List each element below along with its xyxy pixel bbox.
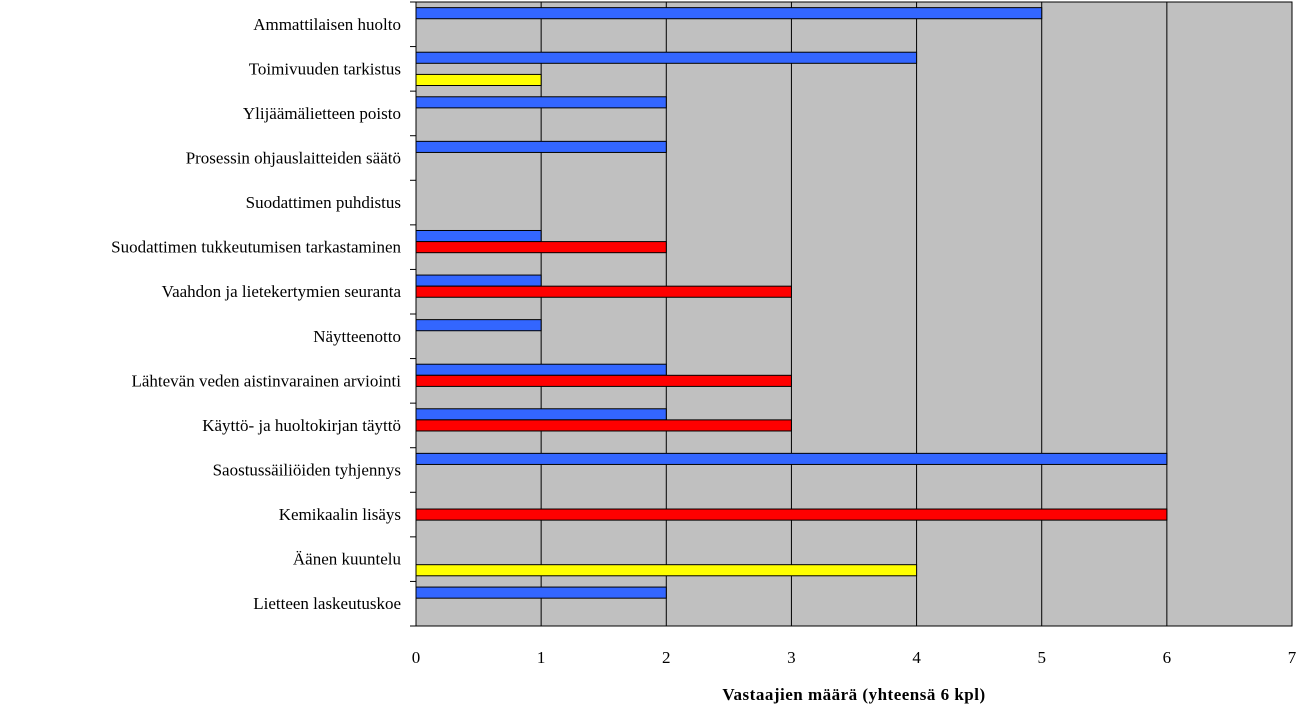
bar: [415, 319, 542, 332]
plot-area: [415, 1, 1293, 627]
x-tick-label: 5: [1037, 648, 1046, 667]
bar: [415, 586, 667, 599]
category-label: Kemikaalin lisäys: [279, 505, 401, 524]
x-tick-label: 3: [787, 648, 796, 667]
category-label: Käyttö- ja huoltokirjan täyttö: [202, 416, 401, 435]
category-label: Näytteenotto: [313, 327, 401, 346]
category-label: Toimivuuden tarkistus: [249, 59, 401, 78]
bar: [415, 229, 542, 243]
bar: [415, 274, 542, 287]
x-tick-label: 0: [412, 648, 421, 667]
category-label: Lietteen laskeutuskoe: [253, 594, 401, 613]
bar: [415, 419, 792, 432]
category-labels: Ammattilaisen huolto Toimivuuden tarkistu…: [111, 15, 401, 613]
bar: [415, 564, 918, 577]
bar: [415, 452, 1168, 465]
bar: [415, 408, 667, 421]
bar: [415, 51, 918, 64]
bar: [415, 285, 792, 298]
category-label: Äänen kuuntelu: [293, 550, 402, 569]
bar: [415, 140, 667, 153]
x-tick-label: 1: [537, 648, 546, 667]
bar: [415, 7, 1043, 20]
bar: [415, 73, 542, 87]
category-label: Prosessin ohjauslaitteiden säätö: [186, 149, 401, 168]
bar: [415, 374, 792, 387]
x-tick-label: 6: [1163, 648, 1172, 667]
bar: [415, 363, 667, 376]
bars: [415, 7, 1168, 599]
x-tick-labels: 0 1 2 3 4 5 6 7: [412, 648, 1297, 667]
category-label: Ammattilaisen huolto: [253, 15, 401, 34]
bar: [415, 508, 1168, 521]
bar: [415, 241, 667, 254]
x-tick-label: 2: [662, 648, 671, 667]
category-label: Vaahdon ja lietekertymien seuranta: [162, 282, 402, 301]
category-label: Saostussäiliöiden tyhjennys: [213, 461, 401, 480]
bar: [415, 96, 667, 109]
x-tick-label: 4: [912, 648, 921, 667]
category-label: Suodattimen tukkeutumisen tarkastaminen: [111, 238, 401, 257]
category-ticks: [410, 1, 416, 627]
category-label: Suodattimen puhdistus: [246, 193, 401, 212]
category-label: Ylijäämälietteen poisto: [243, 104, 401, 123]
category-label: Lähtevän veden aistinvarainen arviointi: [131, 371, 401, 390]
x-axis-title: Vastaajien määrä (yhteensä 6 kpl): [722, 685, 985, 704]
x-tick-label: 7: [1288, 648, 1297, 667]
